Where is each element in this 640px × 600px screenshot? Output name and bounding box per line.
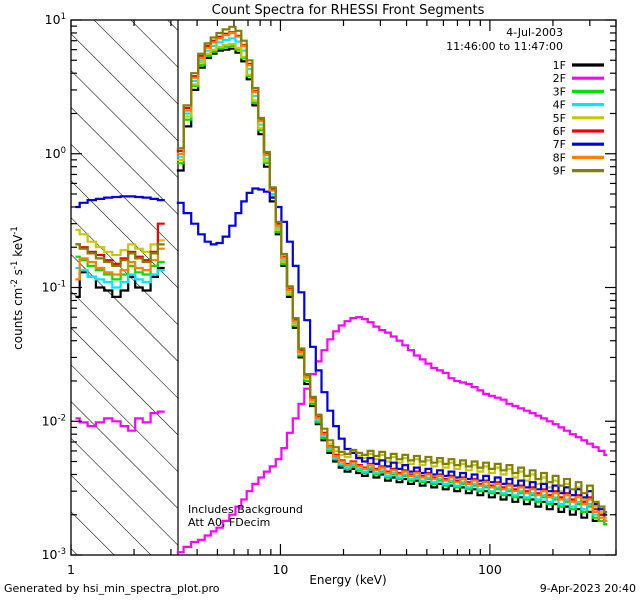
svg-text:counts cm-2 s-1 keV-1: counts cm-2 s-1 keV-1 [10, 226, 25, 350]
y-tick-label: 101 [45, 12, 66, 27]
annotation-attenuator-state: Att A0, FDecim [188, 516, 270, 529]
page-title: Count Spectra for RHESSI Front Segments [212, 3, 485, 18]
legend-label-5f: 5F [553, 112, 566, 125]
footer-generator: Generated by hsi_min_spectra_plot.pro [4, 582, 220, 595]
legend-label-1f: 1F [553, 59, 566, 72]
series-line-9f [75, 25, 608, 513]
y-tick-label: 10-1 [42, 280, 66, 295]
x-tick-label: 100 [478, 562, 502, 577]
hatched-threshold-region [71, 20, 178, 555]
x-tick-label: 10 [272, 562, 288, 577]
series-line-7f [75, 187, 608, 516]
y-tick-label: 10-2 [42, 413, 66, 428]
observation-date: 4-Jul-2003 [506, 26, 563, 39]
data-curves-group [75, 25, 608, 554]
legend-label-4f: 4F [553, 99, 566, 112]
legend-label-6f: 6F [553, 125, 566, 138]
axis-tick-labels: 1 10 100 101 100 10-1 10-2 10-3 [42, 12, 502, 577]
y-tick-label: 10-3 [42, 547, 66, 562]
legend-label-8f: 8F [553, 151, 566, 164]
x-tick-label: 1 [67, 562, 75, 577]
observation-time-range: 11:46:00 to 11:47:00 [446, 40, 563, 53]
series-line-2f [75, 316, 608, 554]
annotation-includes-background: Includes Background [188, 503, 303, 516]
footer-timestamp: 9-Apr-2023 20:40 [540, 582, 636, 595]
axis-ticks-group [70, 19, 617, 556]
legend-label-7f: 7F [553, 138, 566, 151]
x-axis-label: Energy (keV) [309, 573, 386, 587]
series-line-8f [75, 31, 608, 522]
y-tick-label: 100 [45, 146, 66, 161]
legend-label-9f: 9F [553, 165, 566, 178]
legend-label-2f: 2F [553, 72, 566, 85]
y-axis-label: counts cm-2 s-1 keV-1 [10, 226, 25, 350]
legend-label-3f: 3F [553, 85, 566, 98]
